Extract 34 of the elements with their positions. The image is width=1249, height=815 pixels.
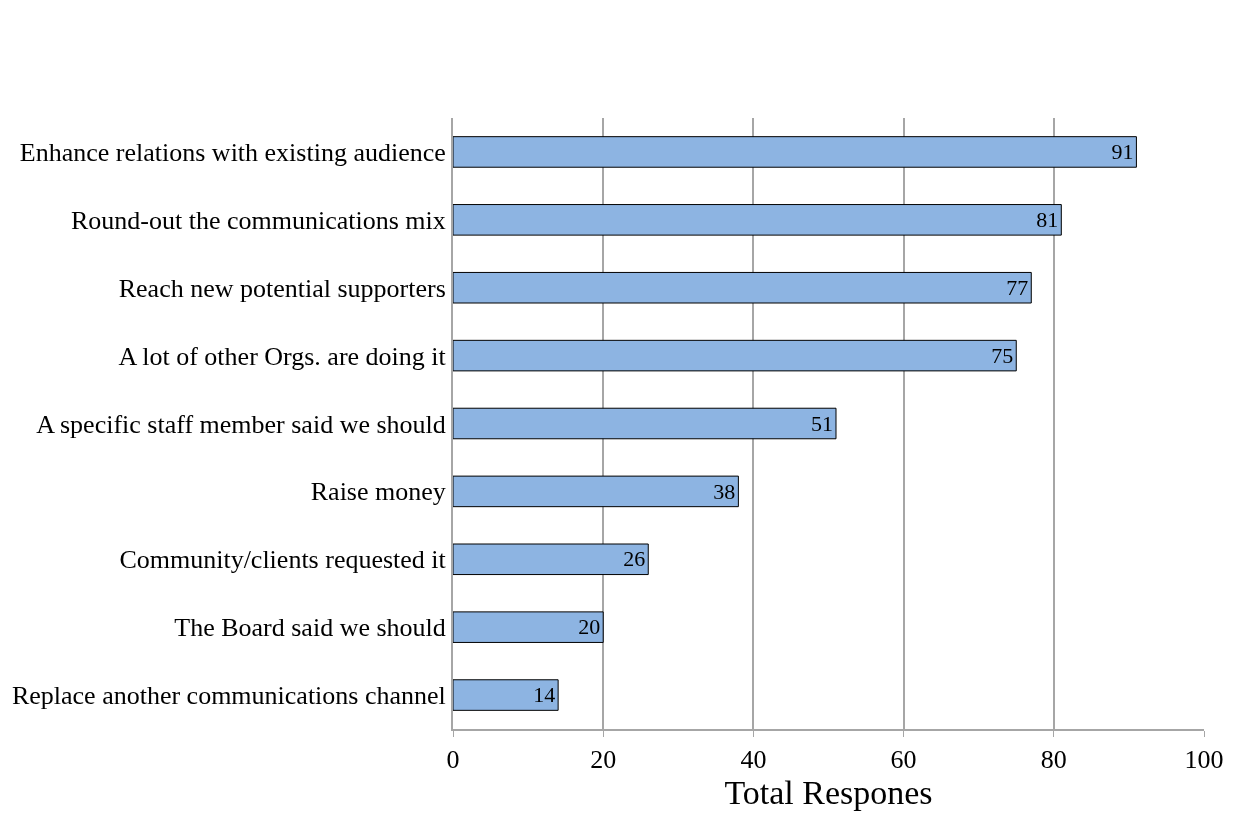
data-label: 81 <box>1036 207 1059 233</box>
x-tick-label: 80 <box>1040 745 1067 775</box>
bar <box>453 679 559 711</box>
bar <box>453 543 649 576</box>
y-tick-label: A lot of other Orgs. are doing it <box>118 341 447 371</box>
bar <box>453 475 739 508</box>
data-label: 38 <box>713 478 736 504</box>
y-tick-label: Round-out the communications mix <box>71 205 446 235</box>
bar <box>453 339 1017 372</box>
data-label: 75 <box>991 342 1014 368</box>
bar <box>453 611 604 643</box>
y-tick-label: Raise money <box>310 477 446 507</box>
bar <box>453 136 1137 168</box>
data-label: 20 <box>578 614 601 640</box>
x-tick-label: 60 <box>890 745 917 775</box>
data-label: 14 <box>533 682 556 708</box>
y-tick-label: Replace another communications channel <box>11 681 446 711</box>
x-tick-label: 0 <box>446 745 460 775</box>
data-label: 26 <box>623 546 646 572</box>
y-tick-label: Enhance relations with existing audience <box>19 138 446 168</box>
data-label: 91 <box>1111 139 1134 165</box>
y-tick-label: Community/clients requested it <box>119 545 447 575</box>
x-axis-title: Total Respones <box>724 774 933 812</box>
x-tick-label: 100 <box>1184 745 1224 775</box>
bar <box>453 271 1032 304</box>
y-tick-label: Reach new potential supporters <box>118 273 446 303</box>
data-label: 51 <box>811 410 834 436</box>
x-tick-label: 40 <box>740 745 767 775</box>
bar <box>453 204 1062 236</box>
x-tick-label: 20 <box>590 745 617 775</box>
y-tick-label: The Board said we should <box>174 613 446 643</box>
y-tick-label: A specific staff member said we should <box>36 409 446 439</box>
data-label: 77 <box>1006 274 1029 300</box>
bar <box>453 407 837 440</box>
